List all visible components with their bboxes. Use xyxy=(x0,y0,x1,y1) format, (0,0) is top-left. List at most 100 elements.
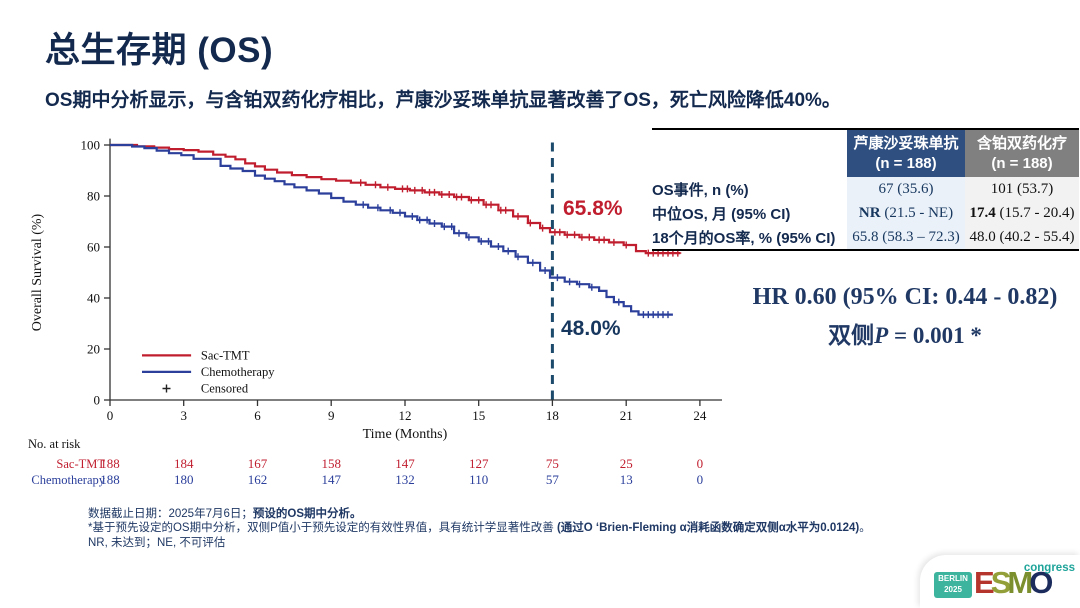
x-axis-label: Time (Months) xyxy=(363,427,448,442)
table-row: 中位OS, 月 (95% CI) NR (21.5 - NE) 17.4 (15… xyxy=(652,201,1079,225)
esmo-card: BERLIN 2025 ESMO congress xyxy=(920,555,1080,608)
at-risk-value: 188 xyxy=(100,456,120,471)
censor-mark xyxy=(408,212,416,220)
censor-mark xyxy=(445,191,453,198)
at-risk-value: 147 xyxy=(395,456,415,471)
censor-mark xyxy=(600,236,608,244)
censor-mark xyxy=(431,188,438,196)
censor-mark xyxy=(610,238,618,246)
at-risk-value: 0 xyxy=(697,456,704,471)
x-tick-label: 0 xyxy=(107,408,114,423)
y-axis-label: Overall Survival (%) xyxy=(30,213,45,331)
at-risk-value: 167 xyxy=(248,456,268,471)
censor-mark xyxy=(438,191,446,198)
legend-plus-icon xyxy=(162,384,171,393)
km-curve-chemotherapy xyxy=(110,143,673,316)
at-risk-row-label: Sac-TMT xyxy=(56,457,105,471)
y-tick-label: 100 xyxy=(81,138,101,153)
at-risk-value: 110 xyxy=(469,472,488,487)
censor-mark xyxy=(514,212,522,220)
censor-mark xyxy=(553,274,561,282)
p-value: 双侧P = 0.001 * xyxy=(828,322,982,348)
y-tick-label: 40 xyxy=(87,291,100,306)
censor-mark xyxy=(494,243,502,250)
censor-mark xyxy=(556,228,564,236)
at-risk-value: 147 xyxy=(321,472,341,487)
at-risk-value: 180 xyxy=(174,472,194,487)
censor-mark xyxy=(514,253,522,261)
esmo-letter: S xyxy=(990,565,1012,600)
censor-mark xyxy=(359,201,367,209)
cell-chemo: 48.0 (40.2 - 55.4) xyxy=(965,225,1079,250)
legend-label: Chemotherapy xyxy=(201,365,275,379)
censor-mark xyxy=(475,196,483,204)
censor-mark xyxy=(563,231,571,239)
at-risk-value: 75 xyxy=(546,456,559,471)
footnote-line-1: 数据截止日期：2025年7月6日；预设的OS期中分析。 xyxy=(88,508,362,520)
x-tick-label: 3 xyxy=(180,408,187,423)
table-header-sactmt: 芦康沙妥珠单抗 (n = 188) xyxy=(847,129,965,177)
footnote-line-2: *基于预先设定的OS期中分析，双侧P值小于预先设定的有效性界值，具有统计学显著性… xyxy=(88,522,871,535)
censor-mark xyxy=(576,280,583,288)
censor-mark xyxy=(448,223,456,231)
page-subtitle: OS期中分析显示，与含铂双药化疗相比，芦康沙妥珠单抗显著改善了OS，死亡风险降低… xyxy=(45,90,841,111)
at-risk-value: 162 xyxy=(248,472,268,487)
censor-mark xyxy=(423,216,431,224)
survival-rate-annotation: 48.0% xyxy=(561,317,621,340)
censor-mark xyxy=(585,233,593,241)
censor-mark xyxy=(502,206,510,214)
censor-mark xyxy=(487,201,495,209)
censor-mark xyxy=(403,185,411,193)
km-chart: 0 20 40 60 80 100 0 3 6 9 12 15 18 21 24 Time (Months) O… xyxy=(28,138,722,487)
x-tick-label: 9 xyxy=(328,408,335,423)
censor-mark xyxy=(440,223,448,231)
esmo-letter: M xyxy=(1007,565,1033,600)
column-n: (n = 188) xyxy=(991,154,1053,172)
y-tick-label: 0 xyxy=(94,393,101,408)
censor-mark xyxy=(465,233,473,241)
censor-mark xyxy=(539,224,547,232)
cell-sactmt: 67 (35.6) xyxy=(847,177,965,201)
censor-mark xyxy=(571,231,579,239)
at-risk-value: 0 xyxy=(697,472,704,487)
censor-mark xyxy=(622,241,630,249)
censor-mark xyxy=(566,278,574,286)
table-header-chemo: 含铂双药化疗 (n = 188) xyxy=(965,129,1079,177)
at-risk-value: 13 xyxy=(620,472,633,487)
footnotes: 数据截止日期：2025年7月6日；预设的OS期中分析。 *基于预先设定的OS期中… xyxy=(88,507,871,550)
censor-mark xyxy=(541,267,549,274)
row-label: OS事件, n (%) xyxy=(652,181,749,199)
x-tick-label: 21 xyxy=(620,408,633,423)
table-row: OS事件, n (%) 67 (35.6) 101 (53.7) xyxy=(652,177,1079,201)
censor-mark xyxy=(477,237,485,245)
censor-mark xyxy=(504,247,512,255)
censor-mark xyxy=(578,233,586,241)
esmo-letter: E xyxy=(974,565,995,600)
at-risk-value: 57 xyxy=(546,472,560,487)
x-tick-label: 18 xyxy=(546,408,559,423)
results-table: 芦康沙妥珠单抗 (n = 188) 含铂双药化疗 (n = 188) OS事件,… xyxy=(652,128,1079,251)
congress-label: congress xyxy=(1023,562,1075,574)
legend-label: Sac-TMT xyxy=(201,348,250,362)
at-risk-value: 184 xyxy=(174,456,194,471)
x-tick-label: 12 xyxy=(399,408,412,423)
at-risk-value: 158 xyxy=(321,456,341,471)
cell-sactmt: NR (21.5 - NE) xyxy=(847,201,965,225)
censor-mark xyxy=(485,237,492,245)
table-header-row: 芦康沙妥珠单抗 (n = 188) 含铂双药化疗 (n = 188) xyxy=(652,129,1079,177)
x-tick-label: 6 xyxy=(254,408,261,423)
footnote-line-3: NR, 未达到；NE, 不可评估 xyxy=(88,536,226,549)
censor-mark xyxy=(384,183,392,191)
y-tick-label: 20 xyxy=(87,342,100,357)
hr-stats: HR 0.60 (95% CI: 0.44 - 0.82) 双侧P = 0.00… xyxy=(730,284,1080,350)
at-risk-title: No. at risk xyxy=(28,437,81,451)
table-corner-cell xyxy=(652,129,847,177)
at-risk-value: 25 xyxy=(620,456,633,471)
hr-value: HR 0.60 (95% CI: 0.44 - 0.82) xyxy=(752,284,1058,310)
censor-mark xyxy=(396,209,404,217)
censor-mark xyxy=(458,193,465,201)
x-tick-label: 24 xyxy=(693,408,707,423)
survival-rate-annotation: 65.8% xyxy=(563,197,623,220)
censor-mark xyxy=(372,181,379,189)
